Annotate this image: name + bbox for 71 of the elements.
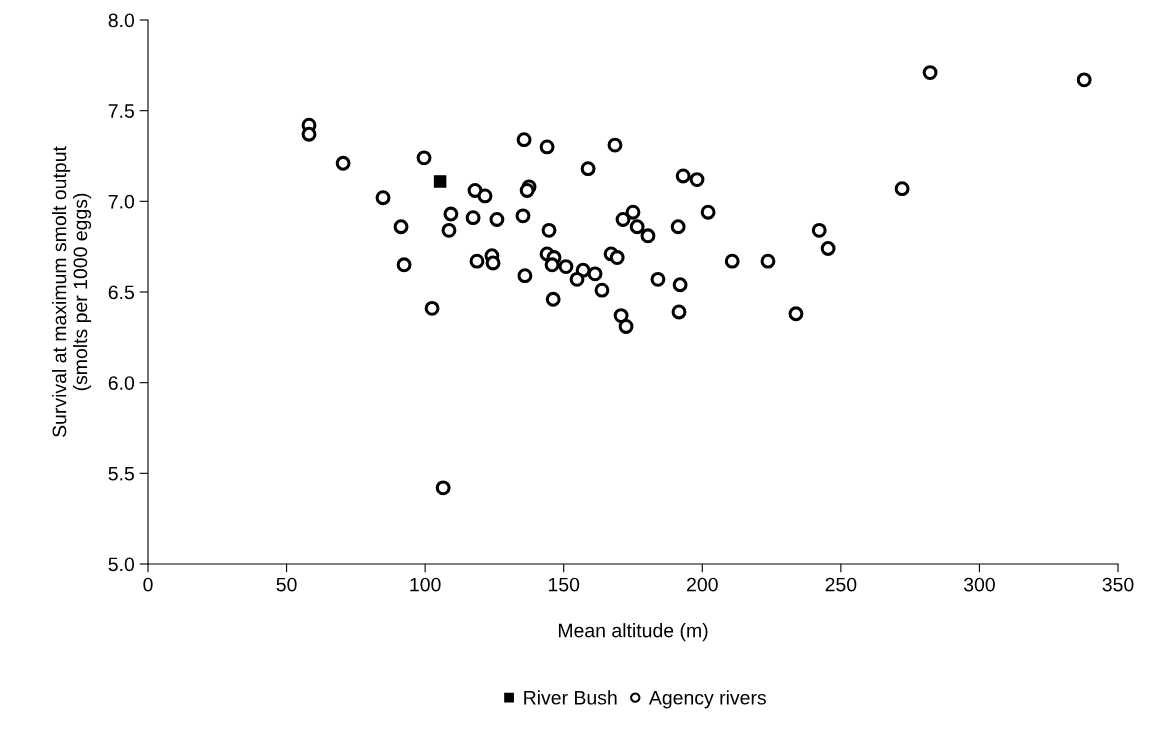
y-tick-label: 6.0 [108, 376, 135, 390]
x-tick-label: 200 [687, 577, 718, 592]
y-tick-label: 7.5 [108, 104, 134, 118]
point [811, 222, 827, 238]
y-tick-label: 5.0 [108, 557, 135, 572]
point [465, 210, 481, 226]
point [375, 190, 391, 206]
legend-label: Agency rivers [648, 690, 766, 709]
point [671, 304, 687, 320]
point [587, 266, 603, 282]
point [670, 219, 686, 235]
x-axis-title: Mean altitude (m) [558, 623, 708, 642]
point [609, 250, 625, 265]
point [433, 175, 447, 188]
point [760, 253, 776, 269]
point [544, 257, 560, 273]
point [301, 126, 317, 142]
point [517, 268, 533, 284]
point [618, 319, 634, 334]
point [335, 155, 351, 171]
y-axis-title: Survival at maximum smolt output (smolts per 1000 eggs) [52, 146, 92, 437]
point [675, 168, 691, 184]
y-tick-label: 7.0 [108, 194, 135, 209]
point [489, 212, 505, 227]
point [469, 253, 485, 269]
point [613, 308, 629, 324]
point [580, 161, 596, 177]
point [424, 300, 440, 316]
point [922, 65, 938, 81]
point [515, 208, 531, 224]
point [545, 291, 561, 307]
point [416, 150, 432, 166]
x-tick-label: 250 [825, 577, 857, 592]
point [640, 228, 656, 244]
point [724, 253, 740, 269]
point [594, 282, 610, 298]
x-tick-label: 100 [410, 577, 441, 592]
point [393, 219, 409, 235]
y-tick-label: 5.5 [108, 467, 134, 481]
point [700, 204, 716, 220]
point [539, 139, 555, 155]
point [689, 172, 705, 188]
legend-label: River Bush [524, 690, 617, 705]
point [443, 206, 459, 222]
x-tick-label: 150 [548, 577, 580, 592]
y-tick-label: 8.0 [108, 13, 135, 28]
point [788, 306, 804, 322]
point [558, 259, 574, 275]
point [607, 137, 623, 153]
point [650, 271, 666, 287]
point [477, 188, 493, 204]
point [820, 241, 836, 256]
point [441, 222, 457, 238]
x-tick-label: 0 [143, 577, 153, 592]
point [625, 204, 641, 220]
point [629, 219, 645, 235]
point [485, 255, 501, 271]
point [516, 132, 532, 148]
point [894, 181, 910, 197]
y-tick-label: 6.5 [108, 285, 134, 300]
x-tick-label: 300 [963, 577, 995, 592]
point [1076, 72, 1092, 88]
point [672, 277, 688, 293]
point [615, 212, 631, 227]
x-tick-label: 50 [276, 577, 297, 592]
point [396, 257, 412, 273]
x-tick-label: 350 [1102, 577, 1134, 592]
point [435, 480, 451, 496]
point [541, 222, 557, 238]
point [519, 183, 535, 198]
point [569, 271, 585, 287]
